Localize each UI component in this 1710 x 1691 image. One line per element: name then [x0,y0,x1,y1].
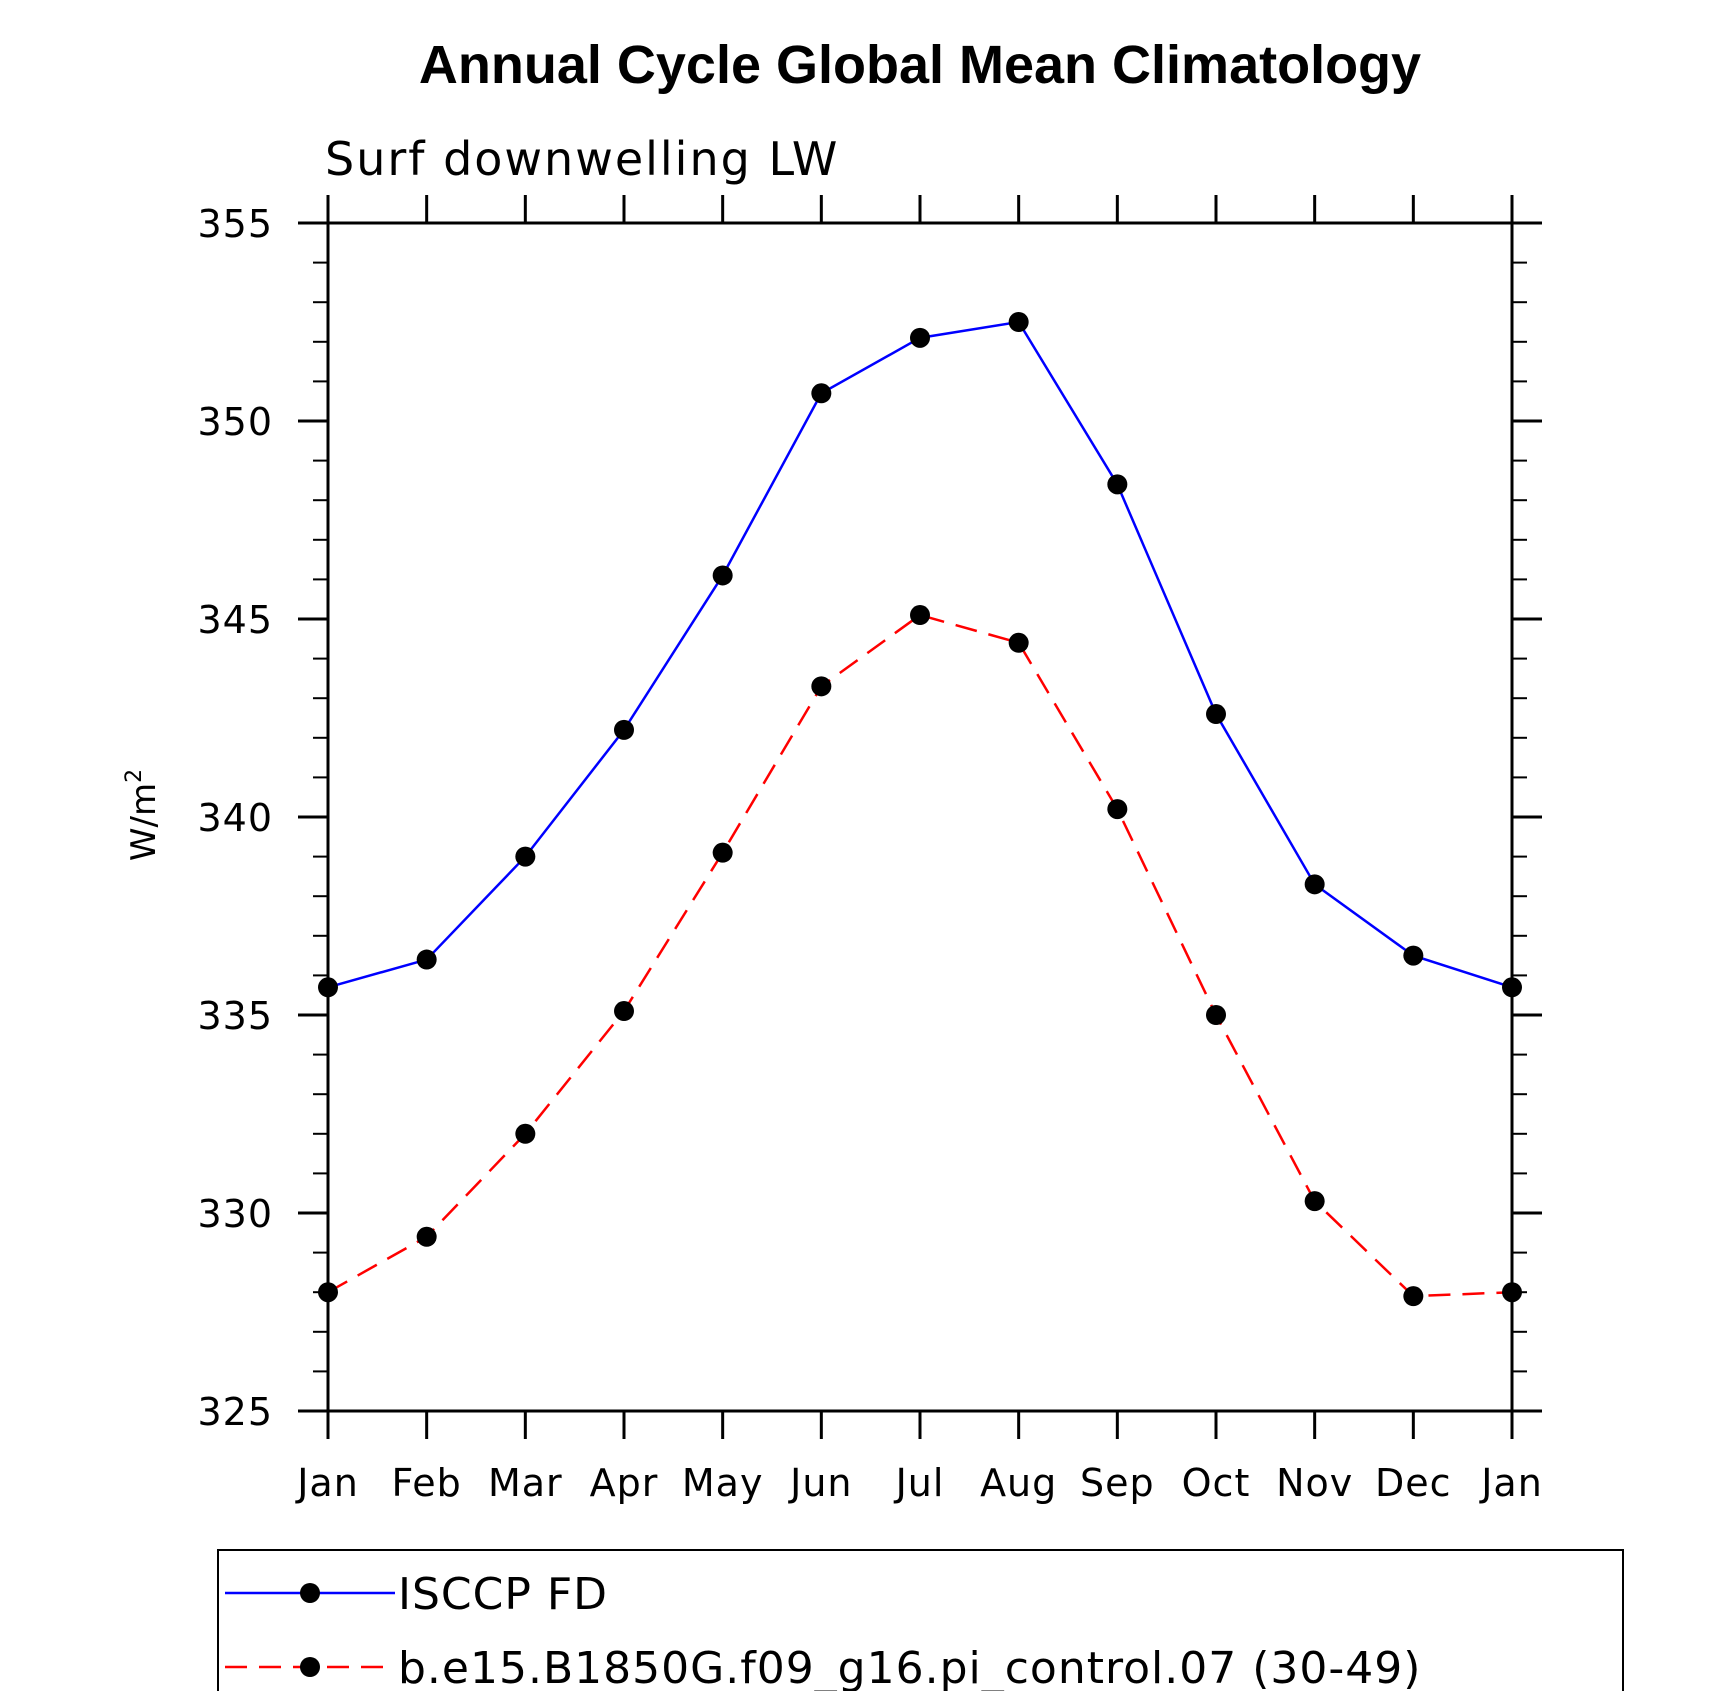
legend: ISCCP FD b.e15.B1850G.f09_g16.pi_control.… [217,1549,1624,1691]
series-line-2 [327,613,1513,1298]
data-point-series-2 [1206,1005,1226,1025]
y-tick-label: 325 [197,1390,273,1434]
data-point-series-1 [811,383,832,404]
data-point-series-1 [416,949,437,970]
data-point-series-2 [515,1123,536,1144]
data-point-series-1 [318,977,338,998]
y-axis-label-superscript: 2 [122,769,147,783]
data-point-series-1 [1403,945,1424,966]
y-tick-label: 345 [197,598,273,642]
axis-ticks [298,195,1542,1439]
data-point-series-1 [1206,704,1226,725]
y-tick-label: 355 [197,202,273,246]
data-point-series-2 [1107,799,1128,820]
x-tick-label: Jun [788,1461,852,1505]
x-tick-label: May [682,1461,764,1505]
x-tick-label: Feb [392,1461,462,1505]
data-point-series-2 [910,605,930,626]
x-tick-label: Nov [1276,1461,1353,1505]
data-point-series-2 [1502,1282,1522,1303]
series-lines [327,320,1513,1298]
data-point-series-2 [416,1226,437,1247]
data-point-series-2 [712,842,733,863]
x-tick-label: Sep [1080,1461,1155,1505]
x-tick-labels: Jan Feb Mar Apr May Jun Jul Aug Sep Oct Nov Dec Jan [295,1461,1543,1505]
chart-title: Annual Cycle Global Mean Climatology [419,35,1421,95]
series-points [318,312,1522,1307]
data-point-series-2 [1008,632,1029,653]
y-tick-label: 330 [197,1192,273,1236]
x-tick-label: Dec [1375,1461,1452,1505]
data-point-series-1 [712,565,733,586]
legend-marker-series-2 [300,1657,320,1677]
y-tick-label: 340 [197,796,273,840]
data-point-series-1 [1107,474,1128,495]
x-tick-label: Apr [590,1461,659,1505]
data-point-series-2 [1304,1191,1325,1212]
x-tick-label: Mar [488,1461,563,1505]
series-line-1 [327,320,1513,989]
data-point-series-2 [318,1282,338,1303]
x-tick-label: Jan [295,1461,359,1505]
plot-area [326,221,1514,1413]
x-tick-label: Aug [980,1461,1057,1505]
data-point-series-1 [1502,977,1522,998]
legend-label-series-2: b.e15.B1850G.f09_g16.pi_control.07 (30-4… [398,1643,1421,1691]
y-tick-label: 350 [197,400,273,444]
x-tick-label: Jul [894,1461,945,1505]
data-point-series-2 [614,1001,634,1022]
legend-label-series-1: ISCCP FD [398,1569,608,1620]
data-point-series-1 [614,719,634,740]
y-axis-label: W/m2 [122,769,164,861]
data-point-series-1 [515,846,536,867]
y-tick-label: 335 [197,994,273,1038]
x-tick-label: Jan [1479,1461,1543,1505]
data-point-series-2 [1403,1286,1424,1307]
legend-marker-series-1 [300,1583,320,1603]
data-point-series-1 [910,327,930,348]
legend-box [217,1549,1624,1691]
y-tick-labels: 325 330 335 340 345 350 355 [197,202,273,1434]
chart-subtitle: Surf downwelling LW [325,132,839,186]
x-tick-label: Oct [1182,1461,1251,1505]
data-point-series-1 [1008,312,1029,332]
data-point-series-1 [1304,874,1325,895]
data-point-series-2 [811,676,832,697]
